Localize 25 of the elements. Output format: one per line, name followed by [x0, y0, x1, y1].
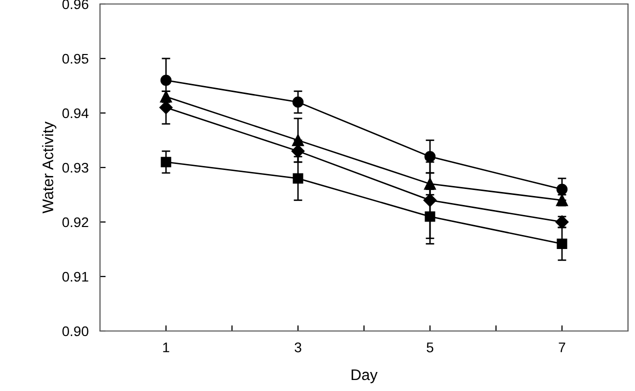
point [423, 194, 437, 207]
y-tick-label: 0.91 [62, 272, 88, 282]
x-tick-label: 5 [426, 342, 434, 352]
point [160, 156, 172, 168]
point [424, 151, 436, 162]
y-tick-label: 0.94 [62, 108, 88, 118]
x-tick-label: 3 [294, 342, 302, 352]
y-axis-title: Water Activity [42, 122, 56, 214]
x-tick-label: 1 [163, 342, 170, 352]
point [424, 178, 436, 190]
point [292, 173, 304, 184]
y-tick-label: 0.90 [62, 326, 88, 336]
x-axis-title: Day [352, 370, 378, 384]
point [556, 238, 568, 250]
point [159, 100, 173, 114]
point [291, 144, 305, 158]
point [556, 184, 568, 195]
point [292, 96, 304, 108]
point [160, 74, 172, 86]
y-tick-label: 0.93 [62, 162, 88, 173]
point [424, 211, 436, 222]
point [292, 134, 304, 146]
y-tick-label: 0.95 [62, 54, 88, 64]
x-tick-label: 7 [558, 342, 566, 352]
y-tick-label: 0.92 [62, 217, 88, 228]
